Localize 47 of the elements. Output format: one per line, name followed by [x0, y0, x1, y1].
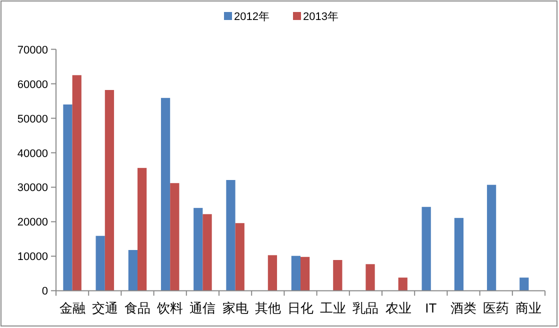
bar: [128, 250, 138, 291]
x-tick-label: 饮料: [156, 300, 184, 316]
bar: [226, 180, 236, 291]
x-tick-label: 酒类: [450, 300, 476, 316]
x-tick-label: 金融: [59, 300, 86, 316]
x-tick-label: 商业: [516, 300, 542, 316]
y-tick-label: 20000: [17, 216, 48, 229]
y-tick-label: 70000: [17, 44, 48, 56]
bar: [138, 168, 147, 291]
x-tick-label: 农业: [385, 300, 412, 316]
x-tick-label: 通信: [190, 300, 216, 316]
bar: [72, 75, 82, 291]
x-tick-label: 乳品: [352, 300, 379, 316]
legend-label: 2013年: [303, 11, 338, 23]
legend-label: 2012年: [234, 11, 270, 23]
bar: [268, 255, 278, 291]
x-tick-label: 其他: [254, 300, 281, 316]
x-tick-label: 医药: [483, 300, 510, 316]
bar: [235, 223, 244, 291]
x-tick-label: 交通: [92, 300, 118, 316]
x-tick-label: IT: [425, 300, 437, 316]
x-tick-label: 工业: [320, 300, 346, 316]
bar: [486, 184, 496, 291]
bar: [333, 260, 342, 291]
bar: [291, 256, 300, 291]
bar: [454, 218, 464, 291]
bar: [170, 183, 180, 291]
x-tick-label: 日化: [288, 300, 314, 316]
y-tick-label: 40000: [17, 148, 48, 160]
x-tick-label: 食品: [124, 300, 150, 316]
y-tick-label: 30000: [17, 182, 48, 194]
y-tick-label: 50000: [17, 113, 48, 126]
bar: [520, 278, 529, 291]
bar: [398, 278, 408, 291]
bar: [194, 208, 203, 291]
y-tick-label: 0: [42, 286, 48, 298]
bar: [104, 90, 114, 291]
bar: [202, 214, 212, 291]
bar: [300, 256, 310, 291]
bar: [366, 264, 375, 291]
bar: [63, 104, 72, 291]
y-tick-label: 10000: [17, 251, 48, 264]
bar: [422, 206, 431, 291]
bar: [96, 236, 105, 291]
bar: [160, 98, 170, 291]
y-tick-label: 60000: [17, 78, 48, 91]
x-tick-label: 家电: [222, 300, 248, 316]
